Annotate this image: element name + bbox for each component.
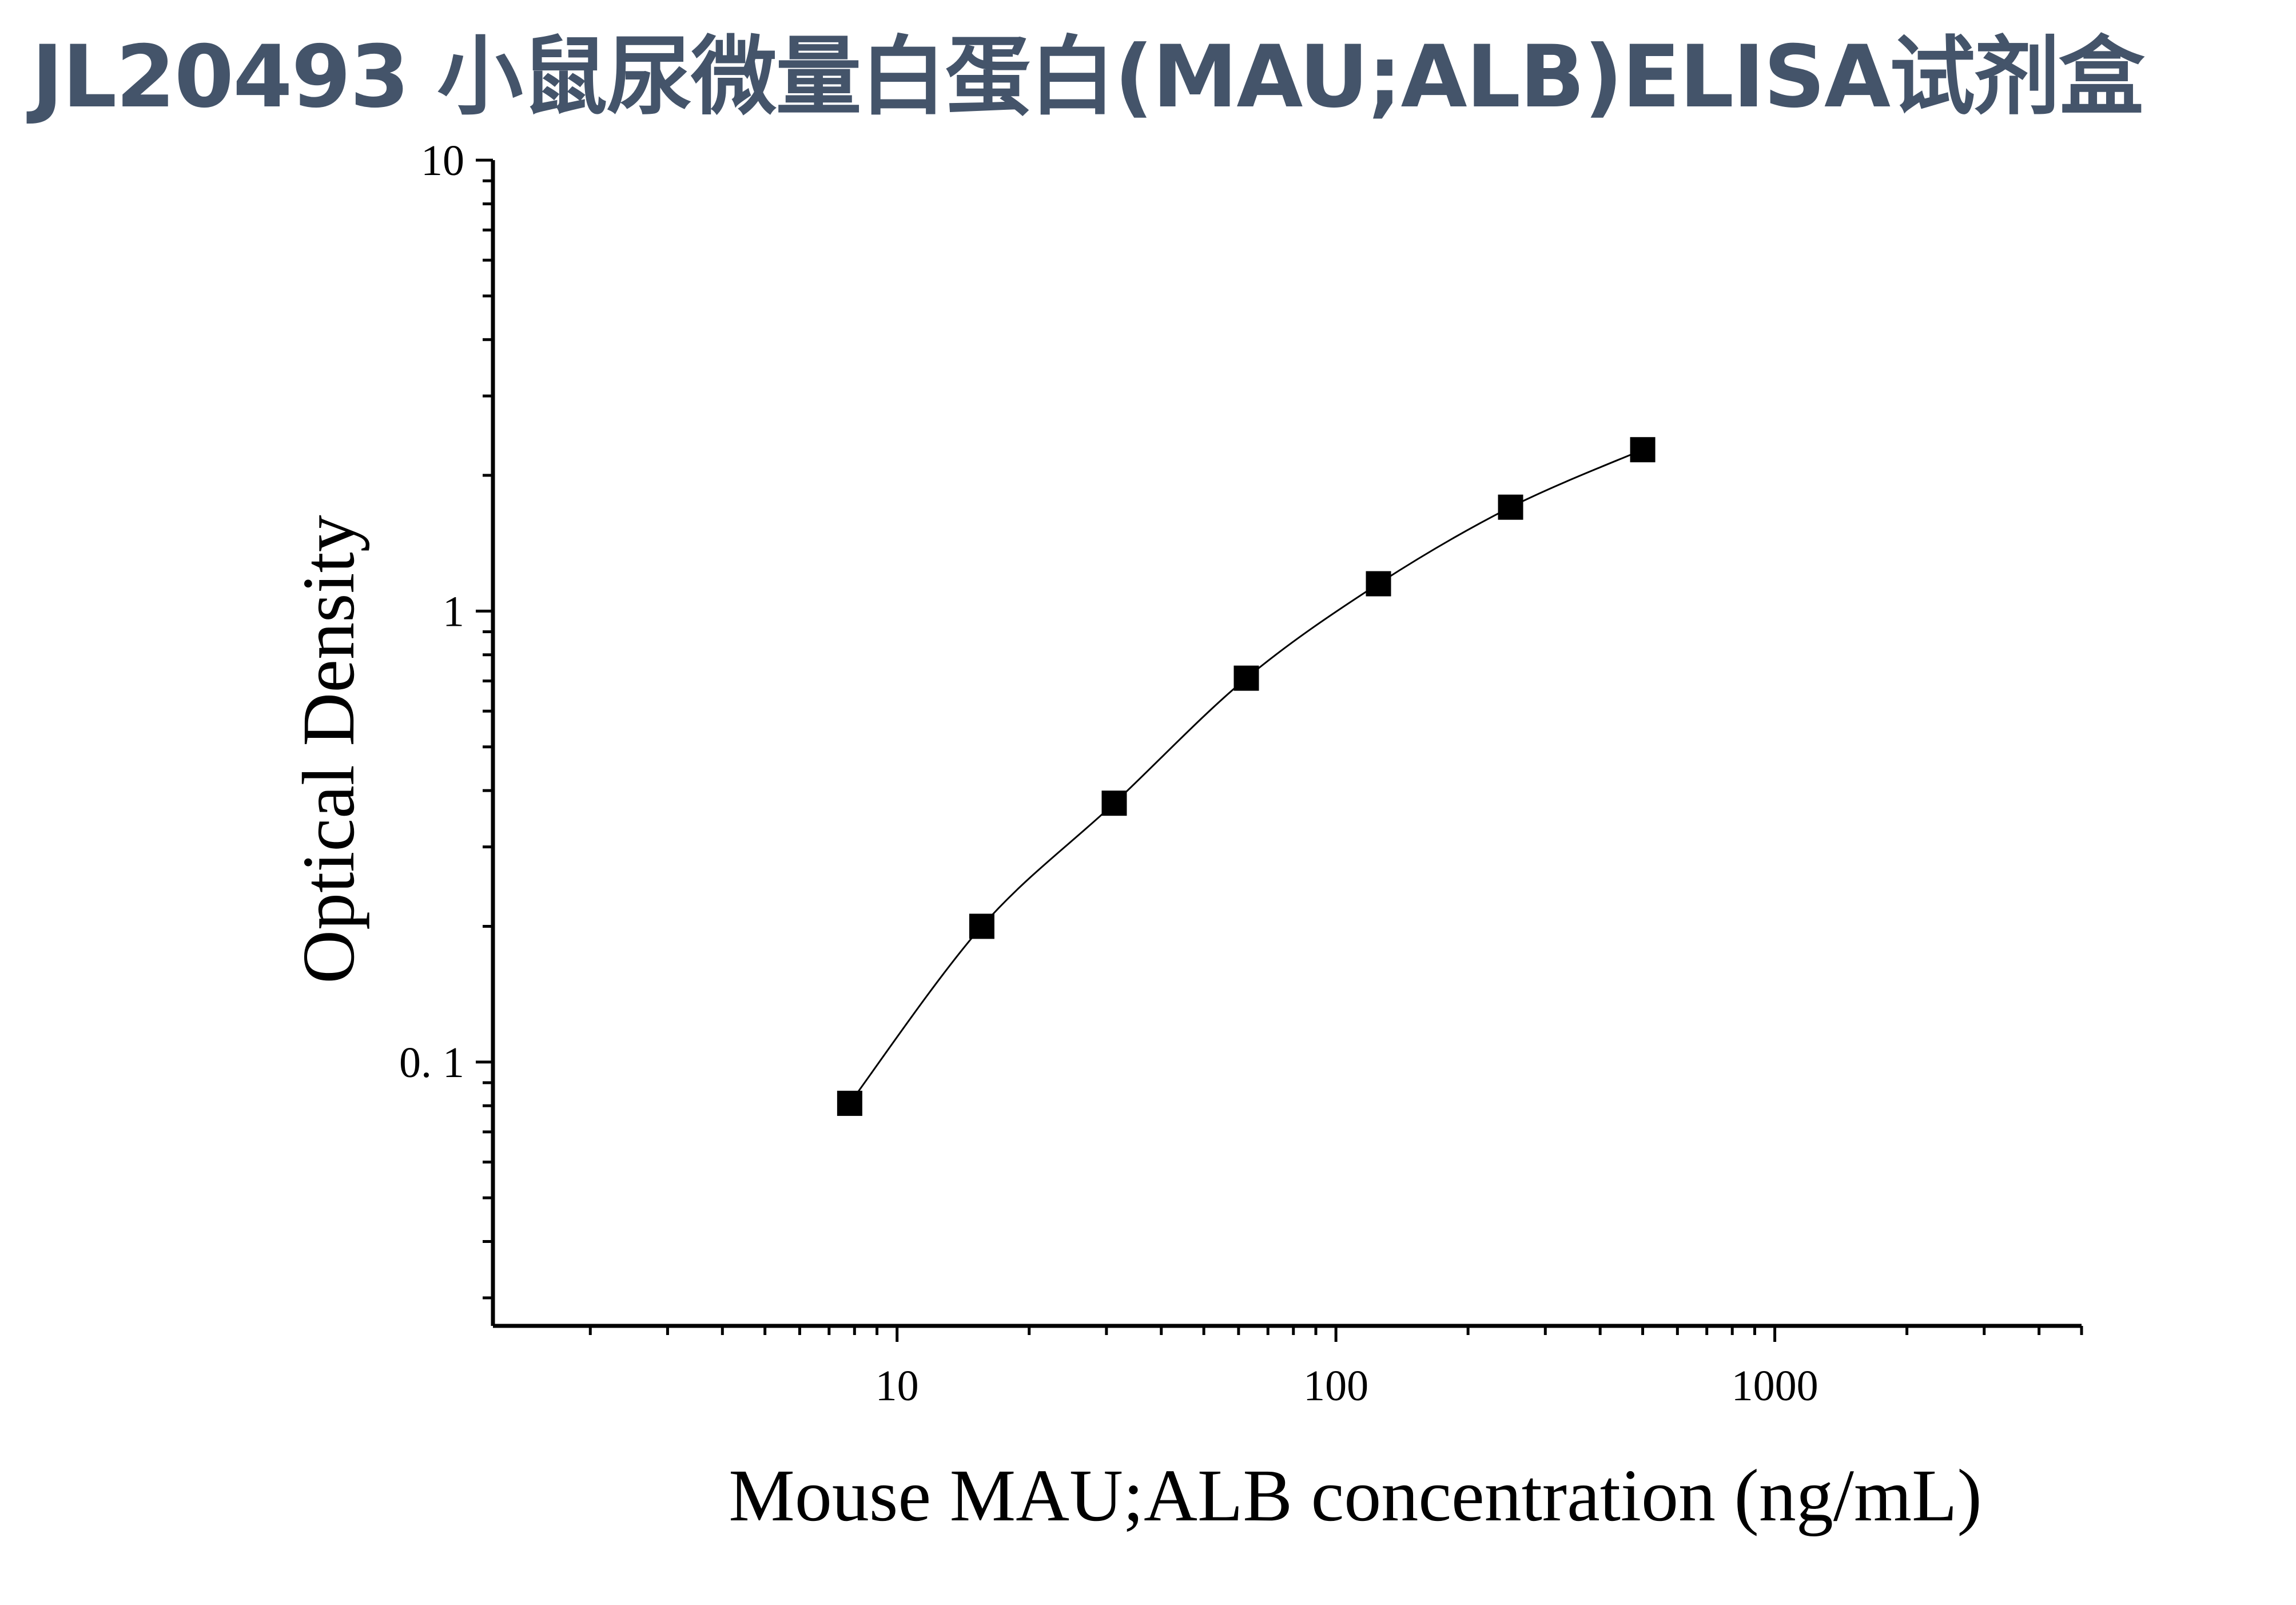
data-point <box>1366 571 1391 597</box>
y-tick-label: 0. 1 <box>399 1039 464 1087</box>
data-point <box>1101 790 1127 816</box>
fit-curve <box>849 448 1644 1104</box>
x-tick-label: 1000 <box>1732 1362 1819 1410</box>
data-point <box>1233 665 1259 691</box>
page-title: JL20493 小鼠尿微量白蛋白(MAU;ALB)ELISA试剂盒 <box>31 27 2144 127</box>
data-markers <box>837 437 1656 1116</box>
data-point <box>1498 494 1523 520</box>
y-tick-label: 1 <box>443 587 464 635</box>
y-tick-label: 10 <box>421 137 464 185</box>
fit-curve-layer <box>849 448 1644 1104</box>
data-point <box>1630 437 1656 463</box>
data-point <box>837 1090 862 1116</box>
x-axis-title: Mouse MAU;ALB concentration (ng/mL) <box>729 1455 1982 1537</box>
data-point <box>969 913 994 939</box>
y-axis-title: Optical Density <box>288 515 370 984</box>
x-tick-label: 10 <box>876 1362 919 1410</box>
x-tick-label: 100 <box>1303 1362 1368 1410</box>
axes: 10 100 1000 0. 1 1 10 <box>399 137 2083 1410</box>
